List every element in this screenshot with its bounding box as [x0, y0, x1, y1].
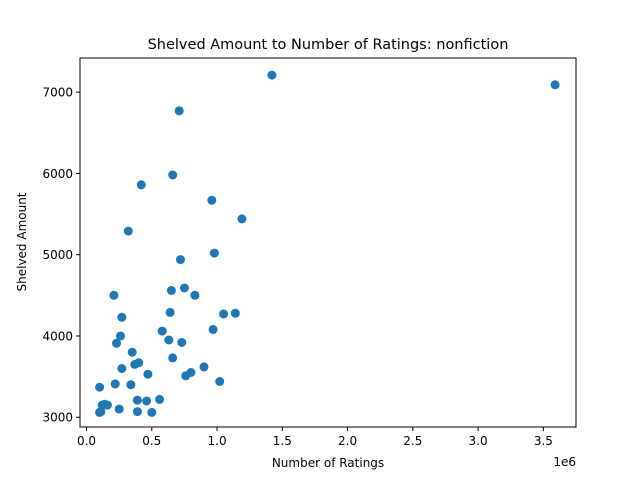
- data-point-19: [208, 325, 218, 334]
- data-point-30: [143, 369, 153, 379]
- data-point-17: [117, 312, 127, 322]
- x-axis-ticks: 0.0 0.5 1.0 1.5 2.0 2.5 3.0 3.5: [77, 427, 553, 448]
- x-tick-label: 1.5: [273, 434, 292, 448]
- data-point-28: [199, 362, 209, 372]
- y-tick-label: 5000: [42, 248, 73, 262]
- x-tick-label: 3.0: [469, 434, 488, 448]
- data-point-36: [95, 382, 105, 392]
- data-point-22: [177, 338, 187, 347]
- x-tick-label: 3.5: [534, 434, 553, 448]
- data-point-46: [147, 407, 157, 417]
- data-point-15: [219, 309, 229, 319]
- data-point-13: [190, 290, 200, 300]
- x-axis-offset-label: 1e6: [553, 455, 576, 469]
- data-point-4: [136, 180, 146, 190]
- data-point-25: [168, 353, 178, 363]
- chart-title: Shelved Amount to Number of Ratings: non…: [148, 37, 509, 53]
- data-point-21: [164, 335, 174, 345]
- data-point-29: [117, 364, 127, 373]
- data-point-38: [142, 396, 152, 406]
- data-point-10: [179, 283, 189, 293]
- data-point-3: [168, 170, 178, 180]
- data-point-6: [237, 214, 247, 224]
- data-point-16: [230, 308, 240, 318]
- data-point-11: [166, 286, 176, 295]
- data-point-23: [112, 338, 121, 348]
- y-tick-label: 3000: [42, 411, 73, 425]
- x-tick-label: 2.0: [338, 434, 357, 448]
- data-point-39: [155, 394, 165, 404]
- data-point-20: [116, 331, 125, 341]
- data-point-0: [267, 70, 277, 80]
- data-point-45: [132, 407, 142, 417]
- plot-area-frame: [79, 57, 577, 428]
- y-tick-label: 6000: [42, 167, 73, 181]
- data-point-14: [165, 307, 175, 317]
- data-point-9: [176, 255, 185, 265]
- data-point-12: [109, 290, 119, 300]
- data-point-1: [550, 80, 560, 90]
- y-axis-ticks: 3000 4000 5000 6000 7000: [42, 86, 80, 425]
- x-tick-label: 0.0: [77, 434, 96, 448]
- y-axis-label: Shelved Amount: [15, 192, 29, 291]
- x-tick-label: 0.5: [142, 434, 161, 448]
- x-tick-label: 1.0: [208, 434, 227, 448]
- data-point-47: [95, 407, 105, 417]
- data-point-42: [102, 400, 112, 410]
- data-point-27: [130, 359, 140, 369]
- x-tick-label: 2.5: [403, 434, 422, 448]
- data-point-37: [132, 395, 142, 405]
- data-point-8: [209, 248, 219, 258]
- data-point-32: [186, 368, 196, 377]
- x-axis-label: Number of Ratings: [272, 456, 384, 470]
- data-point-34: [110, 379, 120, 389]
- data-point-7: [123, 226, 133, 236]
- data-point-18: [157, 326, 167, 336]
- y-tick-label: 4000: [42, 329, 73, 343]
- y-tick-label: 7000: [42, 86, 73, 100]
- data-point-24: [127, 347, 137, 357]
- data-point-43: [114, 404, 124, 414]
- data-point-2: [174, 106, 184, 116]
- data-points: [95, 70, 560, 417]
- data-point-35: [126, 380, 136, 390]
- data-point-5: [207, 195, 217, 205]
- data-point-33: [215, 377, 225, 386]
